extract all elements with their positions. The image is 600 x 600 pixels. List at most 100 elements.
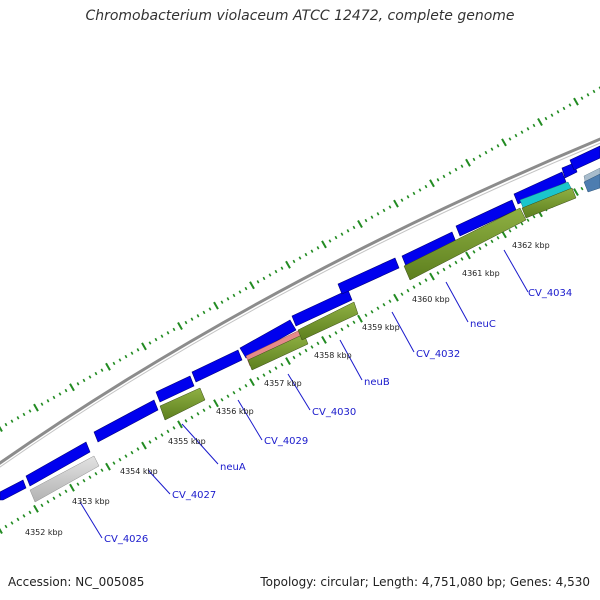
minor-tick — [586, 93, 590, 97]
minor-tick — [472, 157, 476, 162]
minor-tick — [244, 286, 248, 291]
gene-label-cv-4030[interactable]: CV_4030 — [312, 407, 356, 418]
gene-label-neuc[interactable]: neuC — [470, 319, 496, 330]
gene-feature[interactable] — [521, 187, 577, 219]
minor-tick — [154, 337, 158, 342]
minor-tick — [484, 150, 488, 155]
minor-tick — [262, 373, 266, 377]
kbp-label: 4357 kbp — [264, 379, 302, 388]
minor-tick — [28, 409, 32, 413]
minor-tick — [316, 246, 320, 250]
minor-tick — [424, 278, 428, 282]
minor-tick — [364, 218, 368, 223]
minor-tick — [496, 236, 500, 240]
cds-feature[interactable] — [155, 375, 195, 403]
label-leader-lines — [79, 249, 529, 539]
major-tick — [537, 118, 543, 126]
minor-tick — [580, 96, 584, 100]
minor-tick — [40, 503, 44, 508]
minor-tick — [562, 106, 566, 111]
major-tick — [573, 97, 579, 106]
minor-tick — [412, 191, 416, 196]
gene-label-cv-4027[interactable]: CV_4027 — [172, 490, 216, 501]
minor-tick — [490, 147, 494, 151]
gene-feature[interactable] — [247, 333, 309, 371]
minor-tick — [76, 482, 80, 486]
minor-tick — [52, 395, 56, 400]
major-tick — [393, 293, 399, 302]
major-tick — [357, 220, 363, 228]
major-tick — [69, 383, 75, 392]
minor-tick — [580, 186, 584, 191]
minor-tick — [436, 178, 440, 182]
outer-tick-marks — [0, 86, 600, 432]
minor-tick — [244, 383, 248, 388]
minor-tick — [4, 422, 8, 427]
leader-line — [237, 399, 263, 441]
minor-tick — [196, 412, 200, 416]
gene-feature[interactable] — [583, 173, 600, 193]
kbp-label: 4362 kbp — [512, 241, 550, 250]
leader-line — [445, 281, 469, 323]
cds-feature[interactable] — [25, 441, 91, 487]
gene-feature[interactable] — [297, 301, 359, 341]
cds-feature[interactable] — [93, 399, 159, 443]
minor-tick — [94, 371, 98, 376]
minor-tick — [226, 394, 230, 398]
major-tick — [321, 335, 327, 344]
cds-feature[interactable] — [191, 349, 243, 383]
minor-tick — [268, 369, 272, 374]
kbp-label: 4356 kbp — [216, 407, 254, 416]
minor-tick — [268, 273, 272, 277]
minor-tick — [118, 457, 122, 462]
minor-tick — [550, 113, 554, 117]
minor-tick — [100, 368, 104, 372]
major-tick — [465, 251, 471, 260]
gene-label-neua[interactable]: neuA — [220, 462, 246, 473]
major-tick — [465, 158, 471, 167]
kbp-label: 4360 kbp — [412, 295, 450, 304]
gray-feature[interactable] — [29, 455, 100, 503]
minor-tick — [208, 307, 212, 311]
minor-tick — [136, 447, 140, 451]
gene-label-cv-4034[interactable]: CV_4034 — [528, 288, 572, 299]
minor-tick — [508, 229, 512, 233]
minor-tick — [352, 320, 356, 325]
gene-feature[interactable] — [159, 387, 206, 421]
minor-tick — [232, 390, 236, 395]
minor-tick — [340, 232, 344, 236]
gene-label-cv-4029[interactable]: CV_4029 — [264, 436, 308, 447]
gene-label-neub[interactable]: neuB — [364, 377, 390, 388]
minor-tick — [382, 208, 386, 213]
cds-feature[interactable] — [513, 171, 567, 205]
minor-tick — [454, 167, 458, 172]
cds-feature[interactable] — [569, 145, 600, 171]
cds-feature[interactable] — [337, 257, 400, 295]
minor-tick — [196, 314, 200, 318]
cds-feature[interactable] — [291, 289, 353, 327]
gene-feature[interactable] — [403, 207, 527, 281]
kbp-label: 4358 kbp — [314, 351, 352, 360]
minor-tick — [154, 436, 158, 441]
major-tick — [285, 260, 291, 269]
genome-backbone-inner — [0, 142, 600, 468]
minor-tick — [508, 137, 512, 141]
minor-tick — [166, 429, 170, 434]
minor-tick — [520, 222, 524, 226]
minor-tick — [124, 454, 128, 458]
minor-tick — [22, 514, 26, 518]
minor-tick — [478, 154, 482, 158]
minor-tick — [484, 243, 488, 247]
gene-feature-track — [29, 167, 600, 503]
minor-tick — [4, 524, 8, 529]
cds-feature[interactable] — [0, 479, 27, 501]
cds-feature[interactable] — [239, 319, 297, 359]
gene-label-cv-4032[interactable]: CV_4032 — [416, 349, 460, 360]
minor-tick — [172, 327, 176, 332]
gene-label-cv-4026[interactable]: CV_4026 — [104, 534, 148, 545]
major-tick — [429, 272, 435, 281]
minor-tick — [544, 116, 548, 121]
minor-tick — [334, 235, 338, 240]
major-tick — [0, 527, 3, 534]
minor-tick — [64, 489, 68, 494]
